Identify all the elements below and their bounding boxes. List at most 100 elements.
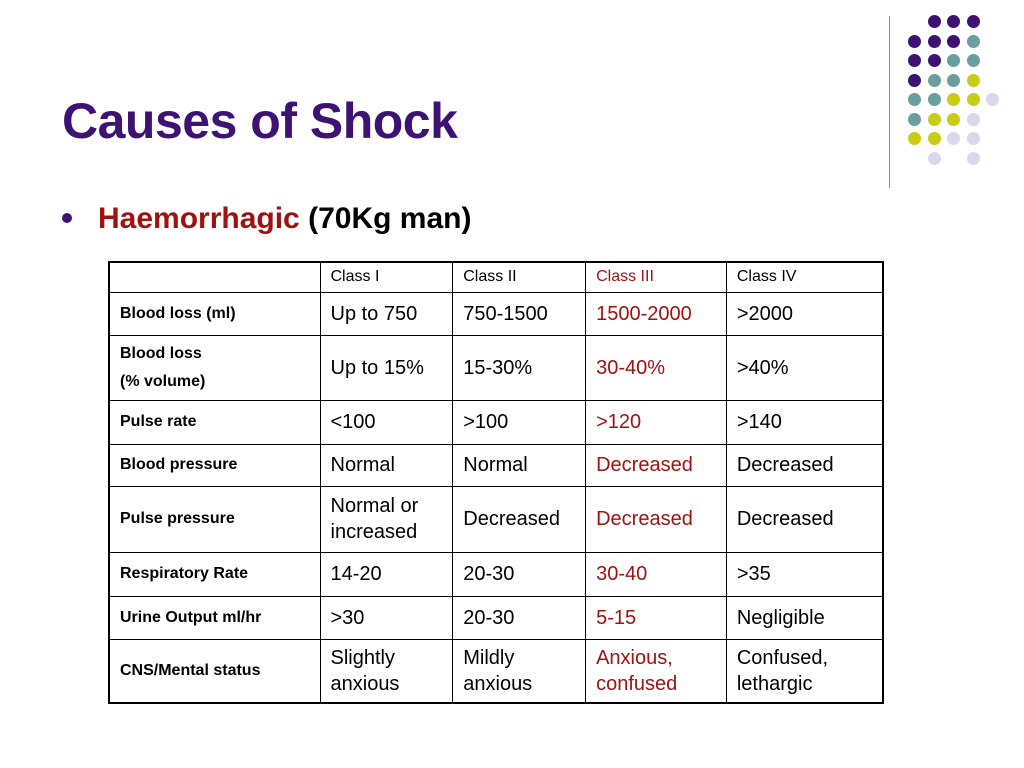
row-label-line: Pulse rate [120,413,197,430]
table-cell: 30-40 [585,551,727,597]
table-cell-line: increased [330,521,418,543]
row-label: Blood pressure [108,443,321,487]
table-cell: Decreased [725,485,884,553]
row-label-line: Blood loss (ml) [120,304,236,322]
table-cell: 30-40% [585,334,727,401]
decorative-dot [966,93,980,106]
table-cell-line: lethargic [736,672,813,695]
table-cell: 5-15 [585,595,727,640]
table-cell-line: Anxious, [596,646,673,669]
decorative-dot [966,73,980,87]
row-label: Pulse rate [108,399,321,445]
decorative-dot [908,73,921,87]
row-label: Blood loss (% volume) [108,334,321,401]
table-cell: Decreased [725,443,884,487]
decorative-dot [947,54,960,67]
row-label-line: Pulse pressure [120,510,235,527]
table-row: Pulse rate <100 >100 >120 >140 [108,399,884,445]
bullet-dot-icon [62,213,72,224]
decorative-dot [908,132,921,145]
table-cell-line: anxious [463,672,533,695]
table-cell: >30 [319,595,454,640]
decorative-dot [947,93,960,106]
decorative-dot [927,132,941,145]
decorative-dot [966,54,980,67]
table-cell: Normal [319,443,454,487]
row-label-line: Blood pressure [120,456,238,473]
table-cell: 15-30% [452,334,587,401]
table-cell: Decreased [585,443,727,487]
table-cell-line: Slightly [330,646,395,669]
table-cell: Up to 750 [319,291,454,336]
decorative-dot [947,132,960,145]
table-cell-line: Confused, [736,646,829,669]
row-label: Respiratory Rate [108,551,321,597]
decorative-dot [966,112,980,126]
table-cell: Confused, lethargic [725,638,884,704]
decorative-dot [966,132,980,145]
header-class-i: Class I [319,261,454,293]
table-header-row: Class I Class II Class III Class IV [108,261,884,293]
table-row: Blood loss (ml) Up to 750 750-1500 1500-200… [108,291,884,336]
table-cell: 750-1500 [452,291,587,336]
table-cell: >140 [725,399,884,445]
decorative-dot [927,73,941,87]
table-row: Pulse pressure Normal or increased Decrease… [108,485,884,553]
table-cell: >2000 [725,291,884,336]
header-class-iii: Class III [585,261,727,293]
decorative-dot-grid [908,15,1008,165]
decorative-dot [927,34,941,48]
row-label: CNS/Mental status [108,638,321,704]
decorative-dot [947,15,960,28]
table-cell: Decreased [585,485,727,553]
decorative-dot [908,112,921,126]
row-label-line: Blood loss [120,344,202,362]
row-label-line: Urine Output ml/hr [120,608,262,626]
table-cell: >100 [452,399,587,445]
table-cell-line: Mildly [463,646,515,669]
table-cell-line: anxious [330,672,400,695]
table-cell: Up to 15% [319,334,454,401]
table-cell: Decreased [452,485,587,553]
table-cell: Normal [452,443,587,487]
decorative-dot [908,34,921,48]
table-cell: 20-30 [452,595,587,640]
decorative-dot [927,151,941,165]
decorative-dot [908,93,921,106]
header-class-iv: Class IV [725,261,884,293]
decorative-dot [947,34,960,48]
bullet-keyword: Haemorrhagic [98,202,300,235]
row-label-line: Respiratory Rate [120,565,249,582]
table-cell-line: confused [596,672,678,695]
table-cell: 1500-2000 [585,291,727,336]
table-cell: Negligible [725,595,884,640]
table-cell: 14-20 [319,551,454,597]
bullet-item: Haemorrhagic (70Kg man) [62,202,471,236]
decorative-dot [986,93,999,106]
decorative-dot [908,54,921,67]
decorative-dot [966,151,980,165]
table-row: CNS/Mental status Slightly anxious Mildly an… [108,638,884,704]
bullet-detail: (70Kg man) [308,202,472,235]
table-row: Urine Output ml/hr >30 20-30 5-15 Negligible [108,595,884,640]
table-cell: Slightly anxious [319,638,454,704]
decorative-dot [966,15,980,28]
table-row: Respiratory Rate 14-20 20-30 30-40 >35 [108,551,884,597]
row-label: Pulse pressure [108,485,321,553]
decorative-dot [927,93,941,106]
decorative-dot [947,73,960,87]
table-cell: >40% [725,334,884,401]
row-label-line: (% volume) [120,372,206,390]
shock-classification-table: Class I Class II Class III Class IV Bloo… [108,261,884,704]
table-cell: Normal or increased [319,485,454,553]
table-cell: Mildly anxious [452,638,587,704]
page-title: Causes of Shock [62,93,458,149]
row-label: Urine Output ml/hr [108,595,321,640]
table-cell: 20-30 [452,551,587,597]
decorative-dot [927,15,941,28]
table-row: Blood loss (% volume) Up to 15% 15-30% 30-40… [108,334,884,401]
decorative-dot [927,54,941,67]
header-cell-empty [108,261,321,293]
table-cell: >35 [725,551,884,597]
decorative-dot [927,112,941,126]
